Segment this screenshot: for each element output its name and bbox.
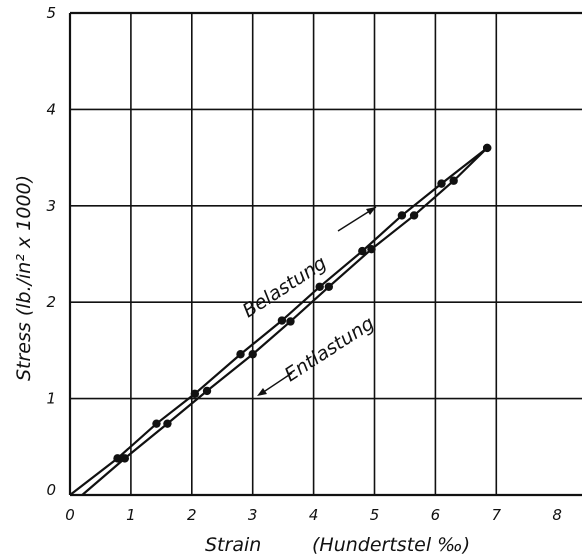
x-tick-label: 5 xyxy=(370,506,380,524)
data-point-entlastung xyxy=(248,350,257,359)
data-point-belastung xyxy=(152,419,161,428)
data-point-entlastung xyxy=(449,176,458,185)
data-point-entlastung xyxy=(324,282,334,291)
x-axis-unit-label: (Hundertstel ‰) xyxy=(312,534,470,556)
annotation-entlastung: Entlastung xyxy=(281,312,378,386)
data-point-belastung xyxy=(113,454,122,463)
y-tick-labels: 0 1 2 3 4 5 xyxy=(46,4,56,499)
y-tick-label: 5 xyxy=(46,4,56,22)
x-tick-labels: 0 1 2 3 4 5 6 7 8 xyxy=(65,506,562,524)
y-axis-label: Stress (lb./in² x 1000) xyxy=(13,175,35,381)
y-tick-label: 0 xyxy=(46,481,56,499)
data-point-entlastung xyxy=(367,244,376,254)
x-tick-label: 0 xyxy=(65,506,75,524)
x-tick-label: 3 xyxy=(248,506,258,524)
data-point-entlastung xyxy=(482,143,492,153)
x-tick-label: 7 xyxy=(492,506,502,524)
x-tick-label: 4 xyxy=(309,506,319,524)
y-tick-label: 4 xyxy=(46,100,56,118)
x-tick-label: 2 xyxy=(187,506,197,524)
data-point-belastung xyxy=(277,316,287,325)
data-point-belastung xyxy=(358,246,367,256)
data-point-belastung xyxy=(190,389,200,398)
entlastung-arrowhead xyxy=(257,388,267,396)
series-group xyxy=(69,143,492,496)
y-tick-label: 2 xyxy=(46,293,56,311)
data-point-entlastung xyxy=(286,317,295,326)
y-tick-label: 3 xyxy=(46,197,56,215)
x-axis-label: Strain xyxy=(205,534,261,556)
entlastung-arrow xyxy=(261,372,293,394)
data-point-belastung xyxy=(315,282,324,291)
data-point-entlastung xyxy=(409,211,419,220)
x-tick-label: 1 xyxy=(126,506,136,524)
y-tick-label: 1 xyxy=(46,390,56,408)
grid-lines xyxy=(70,13,582,495)
data-point-entlastung xyxy=(202,386,212,396)
data-point-belastung xyxy=(437,179,446,188)
data-point-belastung xyxy=(397,211,407,220)
data-point-entlastung xyxy=(163,419,172,428)
plot-frame xyxy=(68,11,582,497)
data-point-belastung xyxy=(236,350,245,359)
x-tick-label: 8 xyxy=(552,506,562,524)
x-tick-label: 6 xyxy=(431,506,441,524)
data-point-entlastung xyxy=(120,454,130,463)
belastung-arrowhead xyxy=(366,207,376,215)
